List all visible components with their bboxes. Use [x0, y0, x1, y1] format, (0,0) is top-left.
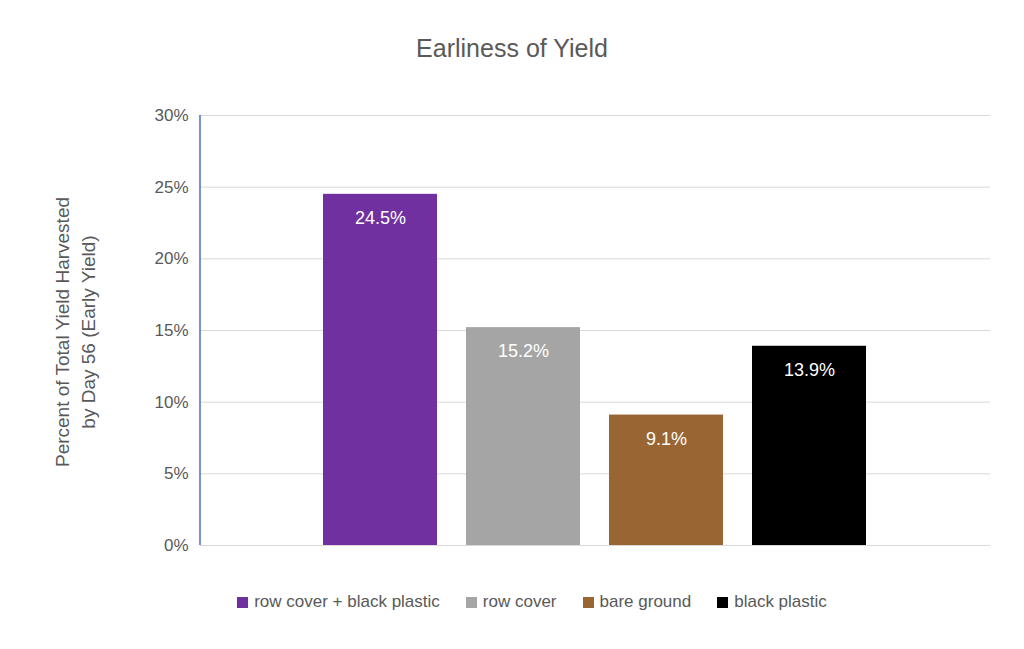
svg-text:15%: 15%	[154, 321, 188, 340]
html-text:row cover: row cover	[482, 592, 557, 611]
html-text:black plastic: black plastic	[734, 592, 827, 611]
html-text:Earliness of Yield: Earliness of Yield	[416, 34, 608, 62]
svg-text:24.5%: 24.5%	[355, 208, 406, 228]
svg-text:25%: 25%	[154, 178, 188, 197]
html-text:row cover + black plastic: row cover + black plastic	[254, 592, 440, 611]
svg-text:10%: 10%	[154, 393, 188, 412]
html-text:bare ground: bare ground	[599, 592, 692, 611]
svg-text:30%: 30%	[154, 106, 188, 125]
svg-text:20%: 20%	[154, 249, 188, 268]
html-text:Percent of Total Yield Harvest: Percent of Total Yield Harvested by Day …	[51, 197, 99, 467]
svg-text:0%: 0%	[164, 536, 189, 555]
svg-text:5%: 5%	[164, 464, 189, 483]
svg-text:15.2%: 15.2%	[498, 341, 549, 361]
svg-text:9.1%: 9.1%	[646, 429, 687, 449]
svg-text:13.9%: 13.9%	[784, 360, 835, 380]
